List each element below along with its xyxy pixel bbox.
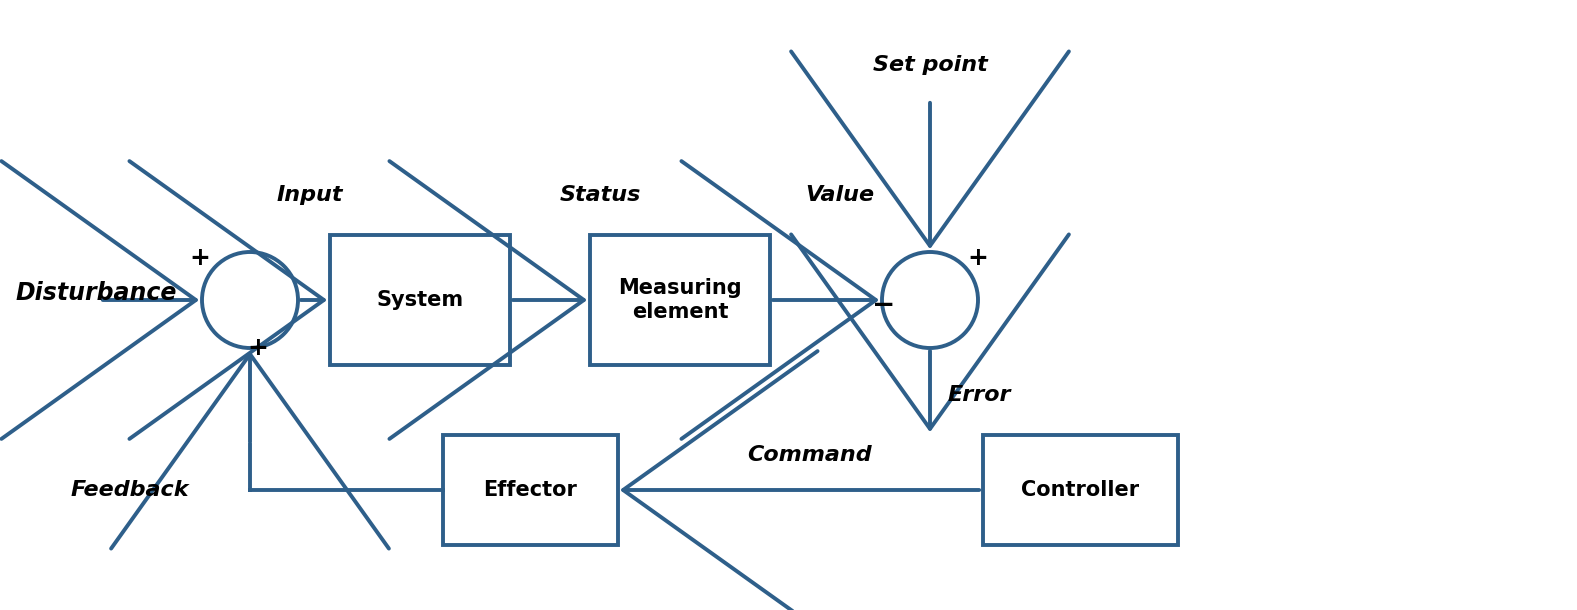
Text: Command: Command	[747, 445, 872, 465]
Text: +: +	[189, 246, 210, 270]
Text: Error: Error	[948, 385, 1011, 405]
Text: +: +	[968, 246, 989, 270]
Text: Feedback: Feedback	[71, 480, 189, 500]
FancyBboxPatch shape	[443, 435, 618, 545]
Text: Set point: Set point	[872, 55, 987, 75]
Text: −: −	[872, 291, 896, 319]
FancyBboxPatch shape	[982, 435, 1178, 545]
FancyBboxPatch shape	[330, 235, 509, 365]
Text: System: System	[377, 290, 464, 310]
FancyBboxPatch shape	[590, 235, 770, 365]
Text: Effector: Effector	[483, 480, 577, 500]
Text: Disturbance: Disturbance	[16, 281, 177, 305]
Text: Input: Input	[276, 185, 344, 205]
Text: Status: Status	[560, 185, 640, 205]
Text: Value: Value	[806, 185, 875, 205]
Text: Controller: Controller	[1020, 480, 1139, 500]
Text: Measuring
element: Measuring element	[618, 278, 741, 321]
Text: +: +	[248, 336, 268, 360]
